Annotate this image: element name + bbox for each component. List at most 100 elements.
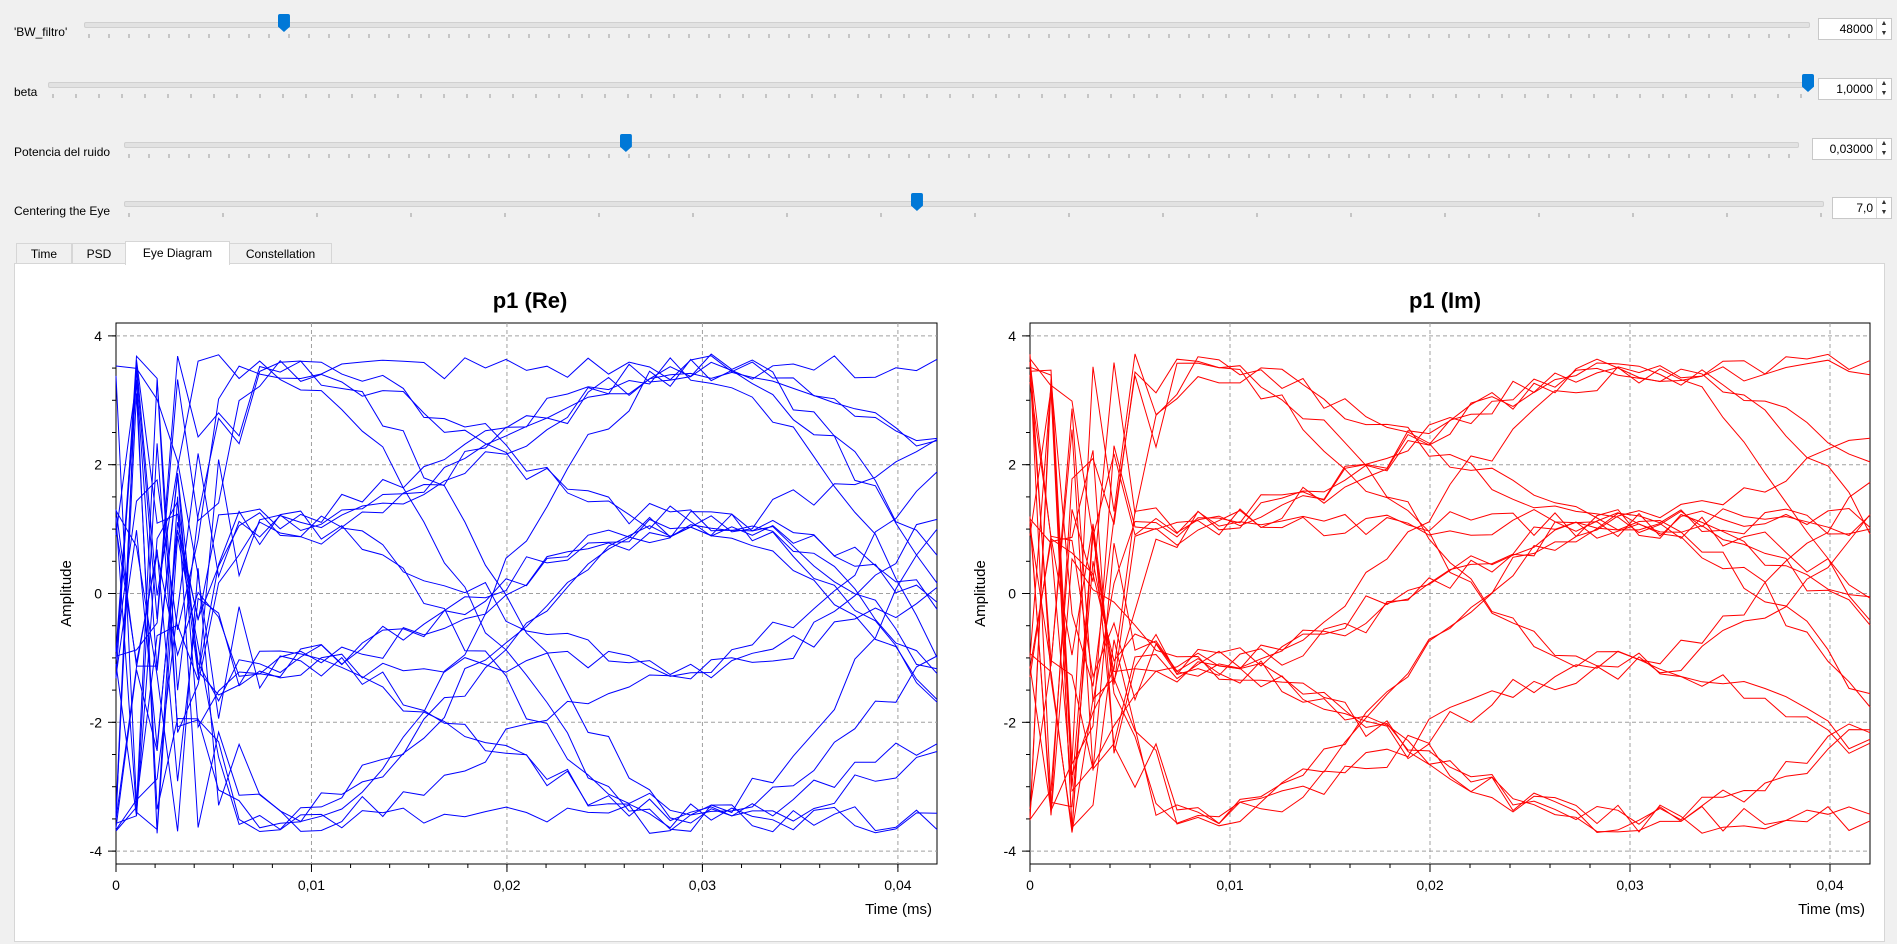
x-tick-label: 0,01: [1216, 877, 1243, 893]
eye-trace: [1029, 374, 1871, 771]
eye-trace: [115, 365, 938, 822]
x-tick-label: 0,03: [689, 877, 716, 893]
slider-handle-center[interactable]: [910, 193, 923, 211]
y-tick-label: 2: [1008, 457, 1016, 473]
spinbox-value-bw: 48000: [1839, 22, 1873, 36]
slider-handle-noise[interactable]: [619, 134, 632, 152]
eye-trace: [1029, 354, 1871, 829]
eye-trace: [1029, 358, 1871, 808]
slider-track-center[interactable]: [124, 201, 1824, 207]
x-axis-label: Time (ms): [865, 901, 932, 918]
eye-trace: [115, 393, 938, 829]
y-tick-label: -2: [90, 714, 103, 730]
tab-psd[interactable]: PSD: [72, 243, 126, 264]
eye-trace: [1029, 516, 1871, 833]
slider-label-center: Centering the Eye: [14, 204, 111, 218]
plot-title: p1 (Im): [1409, 288, 1481, 313]
x-tick-label: 0,04: [1816, 877, 1843, 893]
slider-track-noise[interactable]: [124, 142, 1799, 148]
slider-track-bw[interactable]: [84, 22, 1810, 28]
slider-ticks-noise: [128, 154, 1790, 158]
tab-eye-diagram[interactable]: Eye Diagram: [125, 241, 230, 265]
eye-plot-1: p1 (Re) Amplitude Time (ms) 4 2 0 -2 -4 0 0,01 0,0…: [58, 288, 938, 918]
x-tick-label: 0,03: [1616, 877, 1643, 893]
spinbox-beta[interactable]: 1,0000 ▲ ▼: [1818, 78, 1892, 100]
slider-ticks-beta: [52, 94, 1802, 98]
slider-track-beta[interactable]: [48, 82, 1810, 88]
x-tick-label: 0: [112, 877, 120, 893]
tab-constellation[interactable]: Constellation: [229, 243, 332, 264]
y-axis-label: Amplitude: [58, 560, 75, 627]
spinbox-noise[interactable]: 0,03000 ▲ ▼: [1812, 138, 1892, 160]
eye-trace: [115, 353, 938, 831]
slider-row-beta: beta 1,0000 ▲ ▼: [0, 70, 1897, 110]
spinbox-arrows-icon[interactable]: ▲ ▼: [1876, 198, 1891, 218]
slider-label-bw: 'BW_filtro': [14, 25, 68, 39]
slider-ticks-center: [128, 213, 1822, 217]
spinbox-arrows-icon[interactable]: ▲ ▼: [1876, 19, 1891, 39]
eye-plot-2: p1 (Im) Amplitude Time (ms) 4 2 0 -2 -4 0 0,01 0,0…: [972, 288, 1871, 918]
x-axis-label: Time (ms): [1798, 901, 1865, 918]
eye-trace: [1029, 353, 1871, 808]
plot-title: p1 (Re): [493, 288, 568, 313]
slider-handle-bw[interactable]: [277, 14, 290, 32]
eye-trace: [1029, 450, 1871, 754]
spinbox-arrows-icon[interactable]: ▲ ▼: [1876, 139, 1891, 159]
slider-label-beta: beta: [14, 85, 38, 99]
eye-trace: [115, 359, 938, 657]
y-tick-label: 4: [94, 328, 102, 344]
x-tick-label: 0,02: [493, 877, 520, 893]
eye-diagram-panel: p1 (Re) Amplitude Time (ms) 4 2 0 -2 -4 0 0,01 0,0…: [14, 263, 1885, 942]
eye-trace: [1029, 519, 1871, 702]
eye-trace: [1029, 384, 1871, 658]
x-tick-label: 0: [1026, 877, 1034, 893]
eye-trace: [115, 354, 938, 832]
y-tick-label: 0: [1008, 586, 1016, 602]
eye-trace: [115, 524, 938, 677]
eye-trace: [1029, 358, 1871, 787]
eye-trace: [1029, 509, 1871, 833]
eye-trace: [115, 443, 938, 834]
y-tick-label: -4: [1004, 843, 1017, 859]
y-axis-label: Amplitude: [972, 560, 989, 627]
eye-trace: [115, 355, 938, 652]
eye-trace: [115, 471, 938, 820]
x-tick-label: 0,04: [884, 877, 911, 893]
eye-trace: [115, 472, 938, 834]
eye-trace: [1029, 362, 1871, 766]
y-tick-label: 4: [1008, 328, 1016, 344]
eye-trace: [115, 371, 938, 804]
eye-trace: [115, 357, 938, 832]
eye-trace: [1029, 361, 1871, 834]
eye-trace: [1029, 381, 1871, 685]
eye-trace: [115, 355, 938, 651]
eye-trace: [1029, 518, 1871, 825]
eye-trace: [1029, 356, 1871, 820]
eye-trace: [115, 512, 938, 747]
y-tick-label: 0: [94, 586, 102, 602]
spinbox-value-beta: 1,0000: [1836, 82, 1873, 96]
eye-trace: [115, 361, 938, 828]
slider-label-noise: Potencia del ruido: [14, 145, 111, 159]
spinbox-bw[interactable]: 48000 ▲ ▼: [1818, 18, 1892, 40]
slider-handle-beta[interactable]: [1802, 74, 1814, 92]
slider-row-center: Centering the Eye 7,0 ▲ ▼: [0, 189, 1897, 229]
y-tick-label: -2: [1004, 714, 1017, 730]
eye-trace: [115, 355, 938, 824]
spinbox-value-noise: 0,03000: [1829, 142, 1873, 156]
eye-trace: [1029, 362, 1871, 819]
slider-ticks-bw: [88, 34, 1790, 38]
eye-trace: [115, 499, 938, 824]
spinbox-value-center: 7,0: [1856, 201, 1873, 215]
eye-trace: [115, 510, 938, 832]
spinbox-center[interactable]: 7,0 ▲ ▼: [1832, 197, 1892, 219]
eye-trace: [115, 359, 938, 820]
tab-time[interactable]: Time: [16, 243, 72, 264]
eye-diagram-plots: p1 (Re) Amplitude Time (ms) 4 2 0 -2 -4 0 0,01 0,0…: [58, 288, 1871, 918]
eye-trace: [1029, 429, 1871, 834]
slider-row-bw: 'BW_filtro' 48000 ▲ ▼: [0, 10, 1897, 50]
eye-trace: [115, 355, 938, 831]
spinbox-arrows-icon[interactable]: ▲ ▼: [1876, 79, 1891, 99]
eye-trace: [1029, 366, 1871, 832]
eye-trace: [1029, 389, 1871, 829]
